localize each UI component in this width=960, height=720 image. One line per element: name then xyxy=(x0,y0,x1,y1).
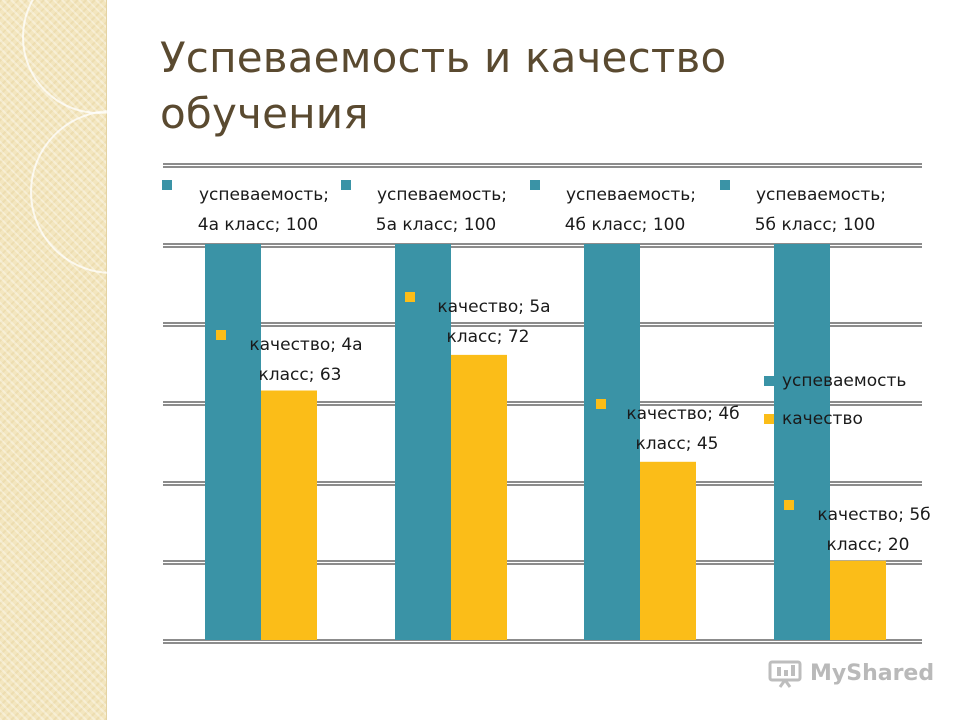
brand-text: MyShared xyxy=(810,660,935,686)
data-label-line1: успеваемость; xyxy=(566,185,696,205)
bar-качество-3 xyxy=(640,461,696,640)
legend-entry: успеваемость xyxy=(782,371,906,391)
data-label-line1: успеваемость; xyxy=(756,185,886,205)
data-label-line2: класс; 63 xyxy=(258,365,341,385)
data-label-marker xyxy=(162,180,172,190)
legend-entry: качество xyxy=(782,409,863,429)
data-label-marker xyxy=(784,500,794,510)
data-label-marker xyxy=(405,292,415,302)
data-label-marker xyxy=(530,180,540,190)
bar-качество-4 xyxy=(830,560,886,640)
data-label-marker xyxy=(216,330,226,340)
bar-успеваемость-3 xyxy=(584,244,640,640)
brand-watermark: MyShared xyxy=(768,656,934,690)
data-label-line2: класс; 72 xyxy=(446,327,529,347)
bar-успеваемость-2 xyxy=(395,244,451,640)
legend-marker xyxy=(764,376,774,386)
data-label-line1: качество; 4а xyxy=(249,335,362,355)
data-label-line1: качество; 4б xyxy=(626,404,739,424)
bar-качество-1 xyxy=(261,390,317,640)
bar-качество-2 xyxy=(451,354,507,640)
bar-успеваемость-1 xyxy=(205,244,261,640)
data-label-marker xyxy=(341,180,351,190)
data-label-line2: 5а класс; 100 xyxy=(376,215,496,235)
data-label-marker xyxy=(596,399,606,409)
data-label-line2: 5б класс; 100 xyxy=(755,215,876,235)
title-line-1: Успеваемость и качество xyxy=(160,33,727,82)
legend-marker xyxy=(764,414,774,424)
bar-успеваемость-4 xyxy=(774,244,830,640)
data-label-line1: качество; 5а xyxy=(437,297,550,317)
slide-title: Успеваемость и качество обучения xyxy=(160,30,880,142)
presentation-icon xyxy=(768,660,802,688)
data-label-line2: класс; 45 xyxy=(635,434,718,454)
data-label-line1: успеваемость; xyxy=(377,185,507,205)
data-label-line1: качество; 5б xyxy=(817,505,930,525)
title-line-2: обучения xyxy=(160,89,369,138)
data-label-marker xyxy=(720,180,730,190)
data-label-line2: 4а класс; 100 xyxy=(198,215,318,235)
data-label-line2: 4б класс; 100 xyxy=(565,215,686,235)
data-label-line1: успеваемость; xyxy=(199,185,329,205)
data-label-line2: класс; 20 xyxy=(826,535,909,555)
decorative-ring xyxy=(30,110,194,274)
